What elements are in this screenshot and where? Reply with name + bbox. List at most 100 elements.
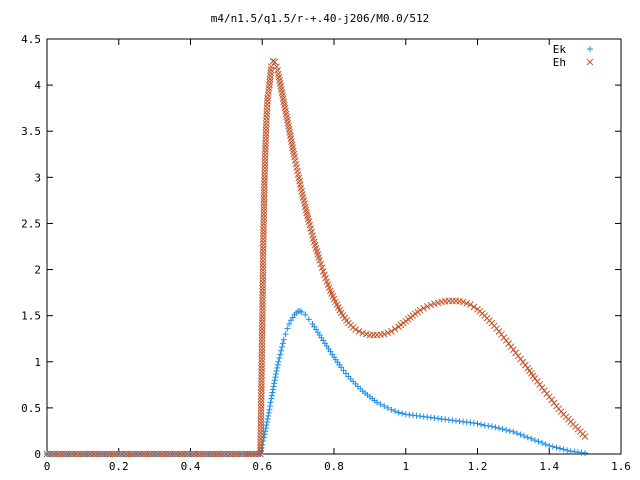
data-point-eh — [258, 337, 266, 345]
data-point-ek — [278, 344, 285, 351]
data-point-eh-b — [301, 200, 308, 208]
legend-label-ek: Ek — [553, 43, 567, 56]
data-point-ek — [262, 428, 269, 435]
data-point-ek — [496, 425, 503, 432]
data-point-eh-b — [260, 226, 267, 234]
data-point-eh-b — [274, 67, 281, 74]
data-point-eh-b — [352, 326, 359, 333]
y-tick-label: 4.5 — [21, 33, 41, 46]
data-point-eh — [257, 404, 265, 412]
data-point-eh — [259, 285, 267, 293]
data-point-eh — [259, 297, 266, 305]
data-point-eh-b — [427, 301, 435, 309]
data-point-eh — [427, 301, 435, 309]
data-point-eh — [258, 325, 266, 333]
y-tick-label: 2.5 — [21, 217, 41, 230]
data-point-eh — [262, 129, 270, 137]
plot-border — [46, 38, 622, 455]
data-point-eh-b — [258, 365, 266, 372]
data-point-eh-b — [258, 331, 266, 339]
data-point-eh-b — [305, 218, 313, 225]
data-point-ek — [528, 435, 535, 442]
data-point-eh — [263, 101, 271, 108]
data-point-eh-b — [304, 215, 312, 223]
data-point-eh — [263, 107, 271, 115]
data-point-eh — [384, 329, 392, 337]
data-point-eh-b — [261, 148, 269, 156]
data-point-eh-b — [304, 212, 311, 220]
data-point-eh-b — [260, 229, 267, 237]
data-point-eh-b — [327, 287, 334, 295]
axes — [46, 38, 622, 455]
data-point-eh — [260, 195, 268, 203]
data-point-eh-b — [337, 309, 345, 317]
data-point-eh-b — [257, 432, 265, 440]
data-point-eh — [260, 217, 268, 225]
data-point-eh-b — [259, 238, 267, 246]
data-point-ek — [510, 428, 517, 435]
data-point-eh-b — [258, 356, 266, 363]
data-point-eh — [263, 117, 270, 124]
y-tick-label: 1 — [34, 356, 41, 369]
x-tick-label: 1.2 — [468, 460, 488, 473]
data-point-eh-b — [286, 129, 294, 136]
data-point-eh-b — [296, 181, 304, 188]
data-point-eh — [259, 303, 266, 311]
data-point-eh — [259, 313, 266, 320]
y-tick-label: 0.5 — [21, 402, 41, 415]
data-point-eh-b — [258, 383, 265, 391]
data-point-eh-b — [420, 304, 428, 312]
data-point-eh-b — [319, 268, 327, 275]
data-point-eh-b — [260, 208, 268, 215]
data-point-ek — [342, 370, 349, 377]
data-point-eh — [261, 170, 269, 178]
data-point-ek — [274, 364, 281, 371]
data-point-eh-b — [281, 101, 288, 109]
data-point-eh-b — [257, 426, 265, 433]
data-point-ek — [278, 347, 285, 354]
data-point-eh-b — [257, 447, 264, 455]
data-point-eh — [259, 257, 267, 265]
data-point-eh-b — [303, 209, 311, 217]
data-point-eh-b — [258, 325, 266, 333]
data-point-eh-b — [259, 266, 267, 274]
data-point-eh — [259, 269, 267, 277]
data-point-eh-b — [297, 184, 305, 192]
data-point-eh-b — [314, 250, 322, 258]
data-point-eh — [269, 57, 277, 65]
data-point-ek — [521, 433, 528, 440]
data-point-ek — [282, 331, 289, 338]
data-point-eh-b — [261, 167, 269, 175]
data-point-eh-b — [330, 295, 338, 303]
data-point-eh — [261, 148, 269, 156]
data-point-eh-b — [416, 306, 424, 314]
data-point-eh-b — [258, 380, 265, 388]
data-point-eh-b — [291, 153, 298, 161]
data-point-eh — [459, 298, 467, 306]
data-point-eh — [259, 310, 266, 317]
data-point-eh — [260, 226, 267, 234]
data-point-eh-b — [259, 285, 267, 293]
data-point-eh — [263, 104, 271, 112]
data-point-eh-b — [261, 174, 268, 181]
legend-marker-ek — [587, 46, 593, 52]
data-point-ek — [267, 399, 274, 406]
data-point-eh — [261, 174, 268, 181]
data-point-eh-b — [278, 86, 285, 93]
data-point-eh-b — [323, 278, 331, 285]
data-point-eh — [466, 301, 474, 308]
data-point-eh — [257, 398, 265, 406]
data-point-eh — [258, 359, 266, 366]
data-point-eh-b — [261, 161, 269, 169]
data-point-eh-b — [258, 368, 265, 375]
data-point-eh — [463, 299, 471, 307]
data-point-eh-b — [257, 414, 265, 421]
data-point-ek — [267, 403, 274, 410]
data-point-ek — [280, 336, 287, 343]
data-point-eh-b — [302, 206, 310, 214]
data-point-eh — [260, 211, 268, 218]
data-point-eh-b — [288, 141, 296, 149]
data-point-eh — [244, 450, 251, 458]
data-point-eh — [262, 120, 270, 128]
data-point-eh — [420, 304, 428, 312]
